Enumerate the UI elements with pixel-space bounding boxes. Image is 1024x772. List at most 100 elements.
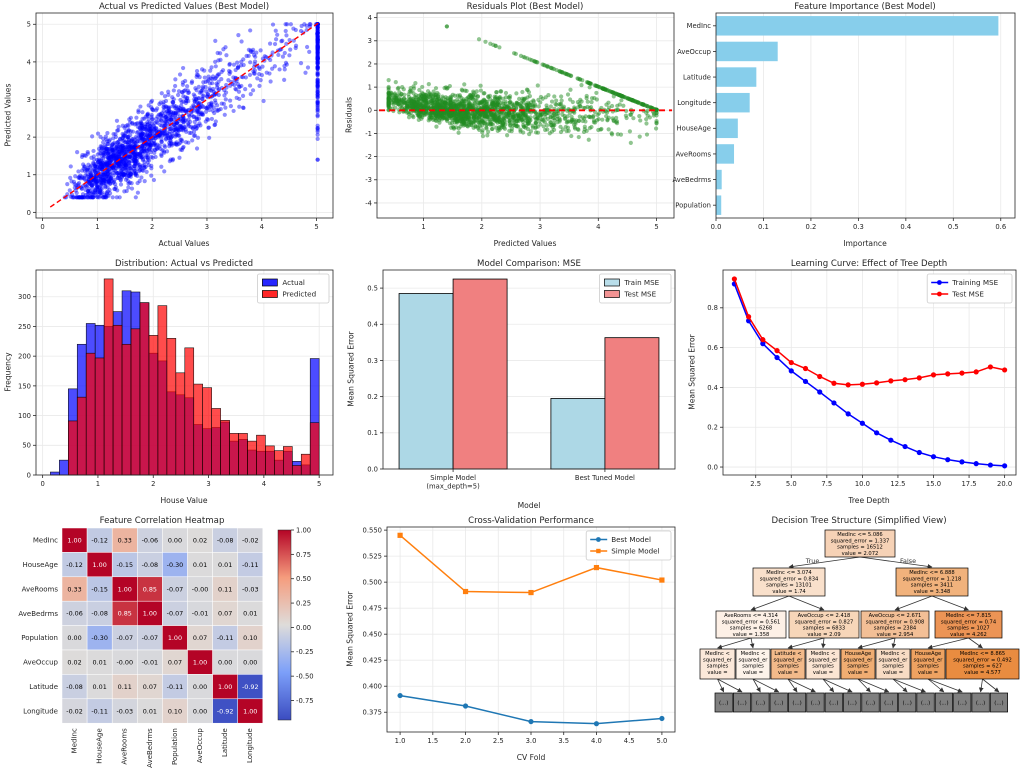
heatmap-cell bbox=[61, 625, 88, 651]
heatmap-cell bbox=[137, 552, 163, 578]
heatmap-cell bbox=[212, 674, 238, 700]
feature-label: Longitude bbox=[677, 99, 711, 107]
x-tick-label: 4.0 bbox=[591, 737, 602, 745]
x-tick-label: 3 bbox=[206, 480, 210, 488]
category-label: Simple Model bbox=[430, 474, 476, 482]
colorbar-tick-label: -0.50 bbox=[296, 673, 314, 681]
row-label: HouseAge bbox=[23, 561, 58, 569]
x-tick-label: 4 bbox=[262, 480, 266, 488]
cell-value: 0.00 bbox=[67, 634, 81, 642]
panel-title: Actual vs Predicted Values (Best Model) bbox=[98, 2, 270, 12]
y-tick-label: 150 bbox=[18, 382, 31, 390]
cell-value: 0.33 bbox=[67, 585, 81, 593]
heatmap-cell bbox=[212, 576, 238, 602]
leaf-label: (...) bbox=[829, 701, 838, 707]
column-label: AveOccup bbox=[196, 728, 204, 763]
column-label: Latitude bbox=[221, 728, 229, 757]
x-tick-label: 2 bbox=[150, 223, 154, 231]
colorbar-tick-label: 1.00 bbox=[296, 526, 311, 534]
cell-value: -0.12 bbox=[66, 561, 83, 569]
row-label: AveBedrms bbox=[18, 610, 58, 618]
heatmap-cell bbox=[111, 527, 138, 553]
y-tick-label: 0.6 bbox=[707, 344, 718, 352]
heatmap-cell bbox=[162, 600, 188, 626]
panel-title: Residuals Plot (Best Model) bbox=[466, 2, 584, 12]
cell-value: -0.08 bbox=[91, 610, 108, 618]
leaf-label: (...) bbox=[939, 701, 948, 707]
y-tick-label: 5 bbox=[27, 21, 31, 29]
cell-value: -0.15 bbox=[116, 561, 133, 569]
node-text-line: squared_er bbox=[809, 657, 839, 663]
node-text-line: samples bbox=[742, 664, 764, 670]
y-tick-label: 0.425 bbox=[363, 657, 382, 665]
x-tick-label: 3 bbox=[205, 223, 209, 231]
y-tick-label: 250 bbox=[18, 323, 31, 331]
y-tick-label: -4 bbox=[365, 199, 372, 207]
y-tick-label: 50 bbox=[22, 442, 31, 450]
leaf-label: (...) bbox=[792, 701, 801, 707]
x-tick-label: 1.5 bbox=[427, 737, 438, 745]
node-text-line: MedInc <= 5.086 bbox=[837, 532, 882, 538]
importance-bar bbox=[716, 144, 735, 164]
x-tick-label: 5.0 bbox=[657, 737, 668, 745]
y-tick-label: 0 bbox=[27, 209, 31, 217]
cell-value: 1.00 bbox=[93, 561, 107, 569]
cell-value: -0.12 bbox=[91, 537, 108, 545]
row-label: AveOccup bbox=[23, 659, 58, 667]
y-tick-label: 4 bbox=[27, 58, 31, 66]
cell-value: -0.92 bbox=[217, 707, 234, 715]
cell-value: -0.08 bbox=[142, 561, 159, 569]
heatmap-cell bbox=[137, 527, 163, 553]
heatmap-cell bbox=[111, 649, 138, 675]
x-tick-label: 1.0 bbox=[395, 737, 406, 745]
cell-value: 0.07 bbox=[143, 683, 157, 691]
heatmap-cell bbox=[111, 600, 138, 626]
node-text-line: samples = 6268 bbox=[730, 626, 772, 632]
node-text-line: AveOccup <= 2.418 bbox=[798, 613, 851, 619]
heatmap-cell bbox=[237, 576, 264, 602]
tree-node bbox=[934, 610, 1003, 639]
colorbar-tick-label: 0.25 bbox=[296, 599, 311, 607]
y-tick-label: 2 bbox=[27, 134, 31, 142]
panel-title: Distribution: Actual vs Predicted bbox=[114, 259, 254, 269]
x-axis-label: Tree Depth bbox=[848, 496, 890, 505]
tree-node bbox=[875, 648, 911, 680]
x-tick-label: 2 bbox=[151, 480, 155, 488]
node-text-line: Latitude < bbox=[774, 651, 801, 657]
cell-value: 0.85 bbox=[143, 585, 157, 593]
y-tick-label: 0.5 bbox=[367, 284, 378, 292]
feature-label: AveRooms bbox=[676, 150, 712, 158]
x-tick-label: 4 bbox=[596, 223, 600, 231]
node-text-line: samples = 1027 bbox=[947, 626, 989, 632]
panel-title: Feature Importance (Best Model) bbox=[794, 2, 936, 12]
cell-value: 1.00 bbox=[243, 707, 257, 715]
tree-node bbox=[699, 648, 736, 680]
node-text-line: squared_error = 0.834 bbox=[760, 576, 819, 582]
learning-curve: 2.5 5.0 7.5 10.0 12.5 15.0 17.5 20.0 0.0 0.2 0.4 0.… bbox=[707, 269, 1017, 488]
tree-leaf bbox=[732, 692, 752, 713]
heatmap-cell bbox=[86, 625, 113, 651]
x-tick-label: 5 bbox=[314, 223, 318, 231]
cell-value: 0.00 bbox=[168, 537, 182, 545]
node-text-line: value = 4.262 bbox=[950, 632, 987, 638]
panel-title: Decision Tree Structure (Simplified View… bbox=[771, 516, 947, 526]
leaf-label: (...) bbox=[921, 701, 930, 707]
distribution-histogram-panel: Distribution: Actual vs Predicted House … bbox=[0, 257, 341, 514]
y-tick-label: 3 bbox=[27, 96, 31, 104]
mse-bar bbox=[604, 337, 660, 470]
cell-value: -0.00 bbox=[116, 659, 133, 667]
tree-node bbox=[770, 648, 806, 680]
node-text-line: samples bbox=[777, 664, 799, 670]
heatmap-cell bbox=[162, 649, 188, 675]
node-text-line: samples bbox=[847, 664, 869, 670]
cell-value: -0.01 bbox=[192, 610, 209, 618]
cell-value: -0.30 bbox=[91, 634, 108, 642]
y-tick-label: 0.0 bbox=[707, 463, 718, 471]
node-text-line: MedInc < bbox=[881, 651, 906, 657]
heatmap-cell bbox=[237, 552, 264, 578]
y-tick-label: 0.2 bbox=[367, 393, 378, 401]
cell-value: -0.01 bbox=[142, 659, 159, 667]
cell-value: -0.11 bbox=[217, 634, 234, 642]
leaf-label: (...) bbox=[719, 701, 728, 707]
